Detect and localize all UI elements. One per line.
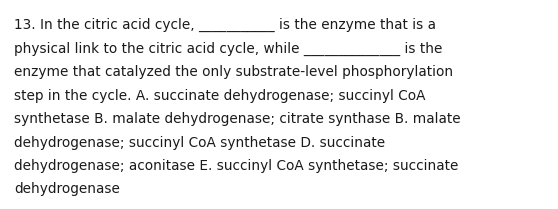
- Text: physical link to the citric acid cycle, while ______________ is the: physical link to the citric acid cycle, …: [14, 42, 442, 56]
- Text: dehydrogenase; aconitase E. succinyl CoA synthetase; succinate: dehydrogenase; aconitase E. succinyl CoA…: [14, 159, 458, 173]
- Text: synthetase B. malate dehydrogenase; citrate synthase B. malate: synthetase B. malate dehydrogenase; citr…: [14, 112, 460, 126]
- Text: step in the cycle. A. succinate dehydrogenase; succinyl CoA: step in the cycle. A. succinate dehydrog…: [14, 88, 426, 102]
- Text: dehydrogenase: dehydrogenase: [14, 182, 120, 196]
- Text: dehydrogenase; succinyl CoA synthetase D. succinate: dehydrogenase; succinyl CoA synthetase D…: [14, 135, 385, 149]
- Text: 13. In the citric acid cycle, ___________ is the enzyme that is a: 13. In the citric acid cycle, __________…: [14, 18, 436, 32]
- Text: enzyme that catalyzed the only substrate-level phosphorylation: enzyme that catalyzed the only substrate…: [14, 65, 453, 79]
